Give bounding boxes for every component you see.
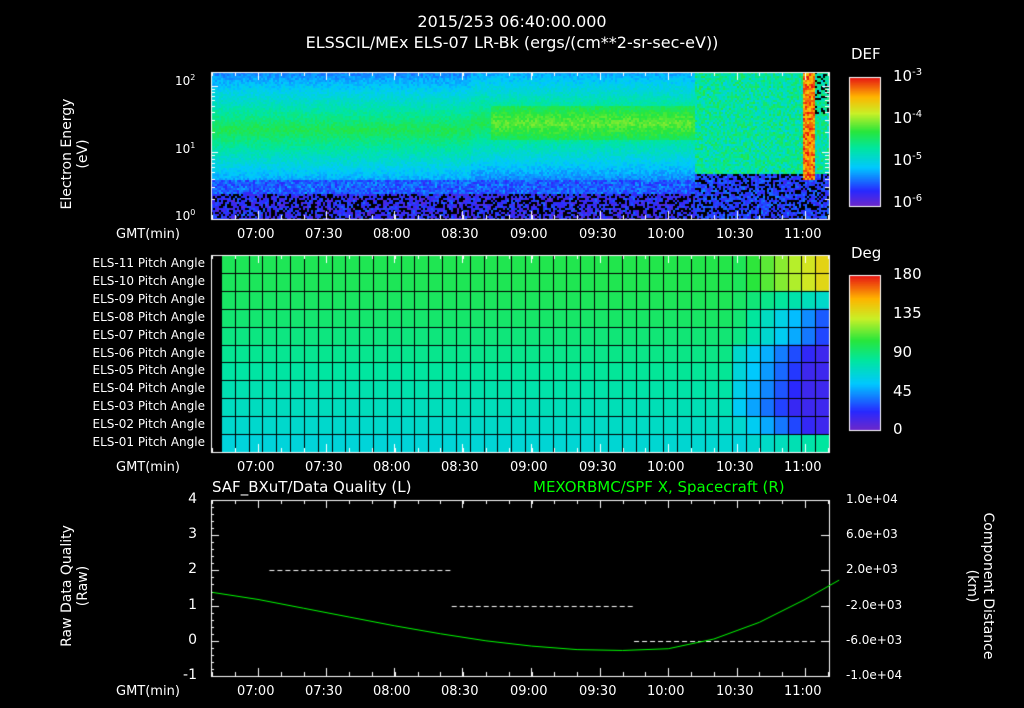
pitch-angle-row-label: ELS-01 Pitch Angle	[92, 435, 205, 450]
time-tick-label: 07:30	[305, 684, 343, 699]
time-tick-label: 09:30	[579, 227, 617, 242]
time-tick-label: 07:30	[305, 460, 343, 475]
time-tick-label: 10:30	[716, 460, 754, 475]
deg-colorbar-tick: 45	[893, 382, 913, 400]
pitch-angle-row-label: ELS-04 Pitch Angle	[92, 381, 205, 396]
time-tick-label: 10:30	[716, 227, 754, 242]
quality-tick-label: 3	[188, 526, 197, 543]
pitch-angle-row-label: ELS-08 Pitch Angle	[92, 309, 205, 324]
time-tick-label: 08:00	[373, 684, 411, 699]
quality-tick-label: 2	[188, 561, 197, 578]
pitch-angle-row-label: ELS-11 Pitch Angle	[92, 256, 205, 270]
time-tick-label: 10:00	[647, 227, 685, 242]
distance-tick-label: 1.0e+04	[846, 492, 898, 506]
time-tick-label: 10:00	[647, 460, 685, 475]
def-colorbar-tick: 10-4	[893, 109, 923, 127]
time-tick-label: 08:30	[441, 684, 479, 699]
time-tick-label: 11:00	[784, 227, 822, 242]
deg-colorbar-tick: 135	[893, 304, 922, 322]
time-tick-label: 11:00	[784, 460, 822, 475]
spectrogram-ytick-10: 101	[175, 141, 196, 156]
deg-colorbar-tick: 0	[893, 420, 903, 438]
time-tick-label: 07:00	[237, 684, 275, 699]
time-tick-label: 09:00	[510, 227, 548, 242]
def-colorbar-tick: 10-5	[893, 151, 923, 169]
pitch-angle-row-label: ELS-09 Pitch Angle	[92, 291, 205, 306]
spectrogram-ytick-100: 102	[175, 73, 196, 88]
pitch-angle-row-label: ELS-03 Pitch Angle	[92, 399, 205, 414]
pitch-angle-row-label: ELS-02 Pitch Angle	[92, 417, 205, 432]
quality-tick-label: 1	[188, 596, 197, 613]
distance-tick-label: 2.0e+03	[846, 562, 898, 577]
time-axis-label: GMT(min)	[116, 460, 180, 475]
plot-instrument-title: ELSSCIL/MEx ELS-07 LR-Bk (ergs/(cm**2-sr…	[305, 33, 719, 52]
distance-tick-label: -2.0e+03	[846, 597, 903, 612]
time-axis-label: GMT(min)	[116, 684, 180, 699]
pitch-angle-row-label: ELS-06 Pitch Angle	[92, 345, 205, 360]
time-tick-label: 09:00	[510, 460, 548, 475]
time-tick-label: 08:30	[441, 460, 479, 475]
distance-tick-label: -1.0e+04	[846, 668, 903, 682]
time-tick-label: 10:30	[716, 684, 754, 699]
quality-tick-label: -1	[183, 667, 197, 683]
time-tick-label: 07:00	[237, 460, 275, 475]
def-colorbar-tick: 10-6	[893, 193, 923, 211]
pitch-angle-row-label: ELS-07 Pitch Angle	[92, 327, 205, 342]
deg-colorbar-tick: 90	[893, 343, 913, 361]
distance-tick-label: -6.0e+03	[846, 632, 903, 647]
time-tick-label: 09:30	[579, 460, 617, 475]
spectrogram-ylabel: Electron Energy (eV)	[59, 98, 91, 210]
time-tick-label: 08:30	[441, 227, 479, 242]
deg-colorbar-tick: 180	[893, 265, 922, 283]
time-tick-label: 07:30	[305, 227, 343, 242]
spectrogram-ytick-1: 100	[175, 208, 196, 223]
plot-date-title: 2015/253 06:40:00.000	[417, 12, 607, 31]
spacecraft-title: MEXORBMC/SPF X, Spacecraft (R)	[533, 478, 785, 496]
time-tick-label: 08:00	[373, 227, 411, 242]
time-tick-label: 09:30	[579, 684, 617, 699]
data-quality-ylabel: Raw Data Quality (Raw)	[59, 525, 91, 647]
pitch-angle-row-label: ELS-10 Pitch Angle	[92, 273, 205, 288]
data-quality-title: SAF_BXuT/Data Quality (L)	[212, 478, 412, 496]
time-tick-label: 10:00	[647, 684, 685, 699]
pitch-angle-row-label: ELS-05 Pitch Angle	[92, 363, 205, 378]
time-axis-label: GMT(min)	[116, 227, 180, 242]
def-colorbar-tick: 10-3	[893, 67, 923, 85]
time-tick-label: 08:00	[373, 460, 411, 475]
time-tick-label: 11:00	[784, 684, 822, 699]
distance-tick-label: 6.0e+03	[846, 527, 898, 542]
def-colorbar-label: DEF	[851, 45, 881, 63]
component-distance-ylabel: Component Distance (km)	[964, 512, 996, 660]
quality-tick-label: 0	[188, 631, 197, 648]
time-tick-label: 07:00	[237, 227, 275, 242]
deg-colorbar-label: Deg	[851, 244, 882, 262]
time-tick-label: 09:00	[510, 684, 548, 699]
quality-tick-label: 4	[188, 491, 197, 507]
